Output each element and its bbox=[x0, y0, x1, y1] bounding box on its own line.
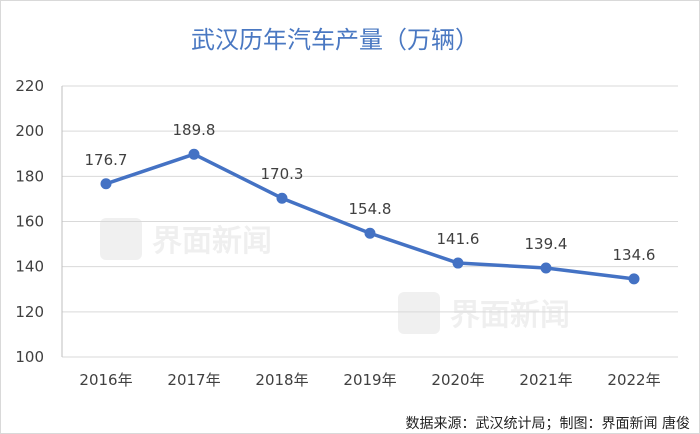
chart-title: 武汉历年汽车产量（万辆） bbox=[191, 26, 479, 54]
x-tick-label: 2016年 bbox=[79, 371, 132, 389]
x-axis-tick-labels: 2016年 2017年 2018年 2019年 2020年 2021年 2022年 bbox=[79, 371, 660, 389]
x-tick-label: 2018年 bbox=[255, 371, 308, 389]
y-tick-label: 200 bbox=[15, 122, 44, 140]
data-labels: 176.7 189.8 170.3 154.8 141.6 139.4 134.6 bbox=[85, 121, 656, 264]
x-tick-label: 2017年 bbox=[167, 371, 220, 389]
watermark-text: 界面新闻 bbox=[152, 224, 272, 259]
y-axis-tick-labels: 100 120 140 160 180 200 220 bbox=[15, 77, 44, 366]
data-point bbox=[188, 148, 200, 160]
data-point bbox=[540, 262, 552, 274]
data-point bbox=[100, 178, 112, 190]
data-label: 170.3 bbox=[261, 165, 304, 183]
data-label: 134.6 bbox=[613, 246, 656, 264]
x-tick-label: 2021年 bbox=[519, 371, 572, 389]
source-note: 数据来源：武汉统计局；制图：界面新闻 唐俊 bbox=[406, 415, 690, 432]
x-tick-label: 2022年 bbox=[607, 371, 660, 389]
y-tick-label: 140 bbox=[15, 258, 44, 276]
data-point bbox=[364, 227, 376, 239]
watermark-logo: 界面新闻 bbox=[100, 218, 272, 260]
y-tick-label: 100 bbox=[15, 348, 44, 366]
gridlines bbox=[61, 85, 678, 358]
data-label: 154.8 bbox=[349, 200, 392, 218]
y-tick-label: 180 bbox=[15, 167, 44, 185]
data-label: 176.7 bbox=[85, 151, 128, 169]
data-label: 189.8 bbox=[173, 121, 216, 139]
data-point bbox=[276, 192, 288, 204]
data-label: 139.4 bbox=[525, 235, 568, 253]
watermark-logo: 界面新闻 bbox=[398, 292, 570, 334]
data-point bbox=[628, 273, 640, 285]
data-point bbox=[452, 257, 464, 269]
y-tick-label: 220 bbox=[15, 77, 44, 95]
y-tick-label: 120 bbox=[15, 303, 44, 321]
data-label: 141.6 bbox=[437, 230, 480, 248]
watermark-text: 界面新闻 bbox=[450, 298, 570, 333]
data-points bbox=[100, 148, 640, 285]
x-tick-label: 2020年 bbox=[431, 371, 484, 389]
x-tick-label: 2019年 bbox=[343, 371, 396, 389]
y-tick-label: 160 bbox=[15, 213, 44, 231]
